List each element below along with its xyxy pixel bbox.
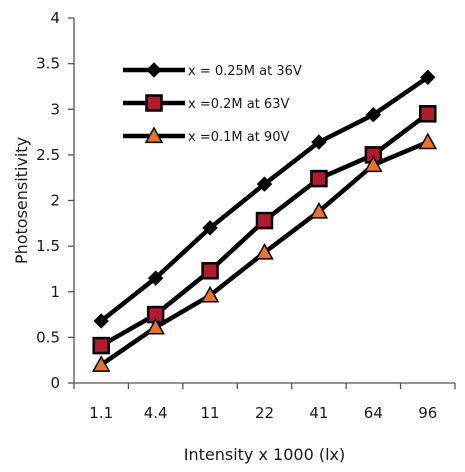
y-tick-group: 0 0.5 1 1.5 2 2.5 3 3.5 4: [36, 9, 74, 392]
legend-marker: [147, 96, 162, 111]
legend-label: x =0.1M at 90V: [188, 130, 289, 145]
data-point: [203, 263, 218, 278]
x-tick-label: 11: [201, 404, 220, 422]
x-tick-label: 4.4: [144, 404, 168, 422]
y-tick-label: 3: [50, 100, 60, 118]
legend-item: x = 0.25M at 36V: [123, 63, 302, 79]
data-point: [257, 213, 272, 228]
legend-item: x =0.2M at 63V: [123, 96, 289, 113]
y-tick-label: 0.5: [36, 328, 60, 346]
y-tick-label: 2: [50, 192, 60, 210]
x-tick-label: 1.1: [89, 404, 113, 422]
y-tick-label: 2.5: [36, 146, 60, 164]
y-tick-label: 1.5: [36, 237, 60, 255]
data-point: [420, 134, 436, 148]
y-tick-label: 4: [50, 9, 60, 27]
legend: x = 0.25M at 36V x =0.2M at 63V x =0.1M at…: [123, 63, 302, 145]
data-point: [94, 338, 109, 353]
data-point: [420, 106, 435, 121]
y-axis-title: Photosensitivity: [12, 137, 31, 264]
x-axis-title: Intensity x 1000 (lx): [184, 445, 345, 464]
y-tick-label: 3.5: [36, 55, 60, 73]
legend-label: x = 0.25M at 36V: [188, 64, 302, 79]
x-tick-label: 22: [255, 404, 274, 422]
x-tick-label: 96: [418, 404, 437, 422]
legend-item: x =0.1M at 90V: [123, 128, 289, 145]
y-tick-label: 0: [50, 374, 60, 392]
legend-marker: [147, 63, 161, 77]
x-tick-label: 41: [309, 404, 328, 422]
data-point: [311, 171, 326, 186]
x-tick-label: 64: [364, 404, 383, 422]
series-3: [93, 134, 436, 371]
series-layer: [93, 70, 436, 371]
x-tick-group: 1.1 4.4 11 22 41 64 96: [74, 383, 455, 422]
y-tick-label: 1: [50, 283, 60, 301]
legend-label: x =0.2M at 63V: [188, 97, 289, 112]
